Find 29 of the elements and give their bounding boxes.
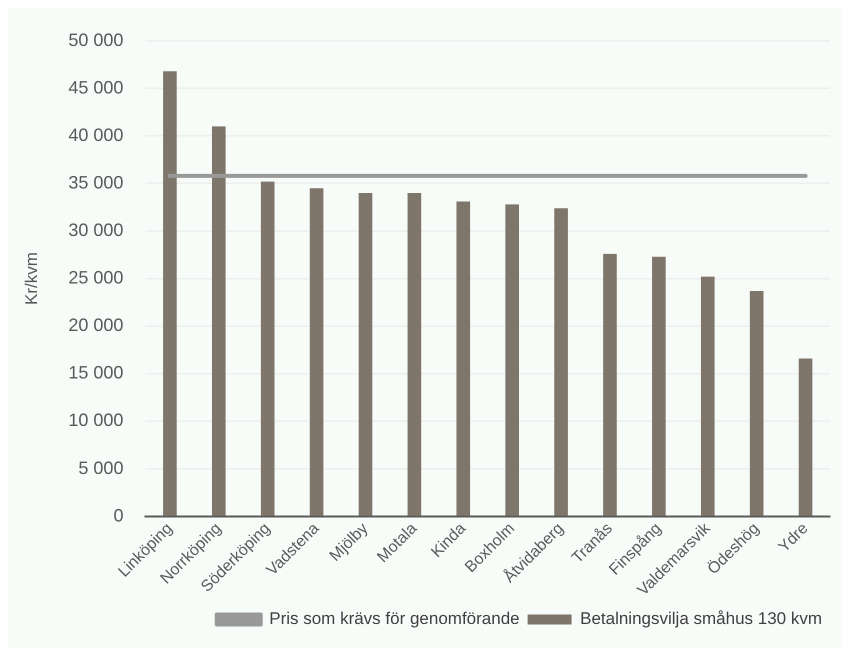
bar [652,256,666,516]
y-tick-label: 40 000 [68,124,124,145]
y-tick-label: 30 000 [68,220,124,240]
bar [505,204,519,516]
bar [408,192,422,516]
bar [456,202,470,516]
y-tick-label: 15 000 [68,362,124,383]
y-tick-label: 50 000 [68,30,124,50]
y-tick-label: 5 000 [78,458,124,478]
bar [163,71,177,516]
bar [310,188,324,516]
bar [750,290,764,516]
y-tick-label: 35 000 [68,172,124,192]
bar [358,192,372,516]
y-tick-label: 10 000 [68,410,124,430]
y-tick-label: 45 000 [68,77,124,98]
y-tick-label: 20 000 [68,315,124,336]
y-tick-label: 0 [113,505,124,526]
bar [700,276,715,516]
bar [212,126,226,516]
legend-label: Pris som krävs för genomförande [269,609,520,628]
bar [554,208,568,516]
x-tick-label: Ydre [776,520,812,556]
bar [260,182,275,516]
bar [798,358,812,516]
legend-label: Betalningsvilja småhus 130 kvm [580,609,822,628]
y-tick-label: 25 000 [68,268,124,288]
y-axis-title: Kr/kvm [22,252,41,306]
bar [603,254,617,516]
